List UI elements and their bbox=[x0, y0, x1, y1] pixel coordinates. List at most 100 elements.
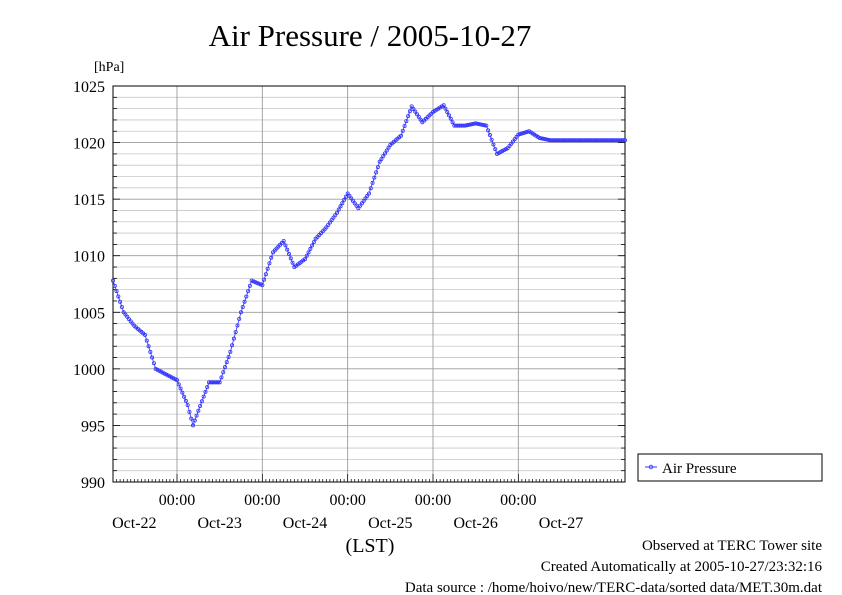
data-point bbox=[464, 123, 469, 128]
data-point bbox=[544, 137, 549, 142]
data-point bbox=[525, 129, 530, 134]
data-point bbox=[342, 197, 347, 202]
data-point bbox=[473, 121, 478, 126]
data-point bbox=[119, 305, 124, 310]
data-point bbox=[374, 170, 379, 175]
data-point bbox=[205, 385, 210, 390]
data-point bbox=[523, 130, 528, 135]
data-point bbox=[377, 159, 382, 164]
data-point bbox=[237, 316, 242, 321]
data-point bbox=[192, 418, 197, 423]
legend-entry-air-pressure: Air Pressure bbox=[662, 461, 737, 477]
data-point bbox=[379, 156, 384, 161]
plot-frame bbox=[112, 85, 626, 483]
data-point bbox=[222, 365, 227, 370]
data-point bbox=[370, 180, 375, 185]
data-point bbox=[215, 380, 220, 385]
minor-gridlines bbox=[113, 96, 625, 472]
data-point bbox=[201, 394, 206, 399]
data-point bbox=[443, 106, 448, 111]
data-point bbox=[288, 256, 293, 261]
data-point bbox=[231, 336, 236, 341]
data-point bbox=[441, 103, 446, 108]
y-axis-ticks: 990 995 1000 1005 1010 1015 1020 1025 bbox=[73, 79, 625, 492]
data-point bbox=[203, 389, 208, 394]
x-day-label: Oct-26 bbox=[453, 515, 497, 532]
data-point bbox=[235, 323, 240, 328]
data-point bbox=[340, 201, 345, 206]
data-point bbox=[146, 344, 151, 349]
data-point bbox=[144, 338, 149, 343]
data-point bbox=[470, 122, 475, 127]
y-tick-label: 1025 bbox=[73, 79, 105, 96]
data-point bbox=[478, 122, 483, 127]
data-point bbox=[486, 128, 491, 133]
data-point bbox=[480, 122, 485, 127]
y-tick-label: 1015 bbox=[73, 192, 105, 209]
data-point bbox=[116, 294, 121, 299]
data-point bbox=[182, 394, 187, 399]
data-point bbox=[142, 332, 147, 337]
y-tick-label: 990 bbox=[81, 475, 105, 492]
data-point bbox=[446, 113, 451, 118]
data-point bbox=[543, 137, 548, 142]
data-point bbox=[445, 110, 450, 115]
data-point bbox=[338, 204, 343, 209]
data-point bbox=[343, 194, 348, 199]
data-point bbox=[462, 123, 467, 128]
data-point bbox=[381, 154, 386, 159]
data-point bbox=[406, 114, 411, 119]
data-point bbox=[489, 137, 494, 142]
legend-marker-swatch bbox=[648, 464, 654, 470]
data-point bbox=[518, 132, 523, 137]
data-point bbox=[267, 261, 272, 266]
data-point bbox=[281, 239, 286, 244]
data-point bbox=[196, 408, 201, 413]
data-point bbox=[247, 283, 252, 288]
data-point bbox=[199, 399, 204, 404]
data-point bbox=[541, 136, 546, 141]
data-point bbox=[240, 305, 245, 310]
data-point bbox=[217, 380, 222, 385]
data-point bbox=[623, 138, 628, 143]
data-point bbox=[269, 255, 274, 260]
data-point bbox=[183, 398, 188, 403]
data-point bbox=[242, 299, 247, 304]
data-point bbox=[487, 133, 492, 138]
data-point bbox=[416, 114, 421, 119]
y-tick-label: 1005 bbox=[73, 305, 105, 322]
x-day-label: Oct-25 bbox=[368, 515, 412, 532]
data-point bbox=[368, 186, 373, 191]
y-tick-label: 1020 bbox=[73, 136, 105, 153]
data-point bbox=[372, 175, 377, 180]
data-point bbox=[112, 283, 117, 288]
data-point bbox=[475, 121, 480, 126]
data-point bbox=[384, 148, 389, 153]
data-point bbox=[176, 382, 181, 387]
data-point bbox=[265, 266, 270, 271]
data-point bbox=[413, 109, 418, 114]
data-point bbox=[468, 122, 473, 127]
data-point bbox=[244, 294, 249, 299]
data-point bbox=[539, 136, 544, 141]
data-point bbox=[260, 283, 265, 288]
data-point bbox=[174, 378, 179, 383]
data-point bbox=[185, 403, 190, 408]
data-point bbox=[180, 390, 185, 395]
data-point bbox=[414, 112, 419, 117]
data-point bbox=[336, 207, 341, 212]
data-point bbox=[150, 355, 155, 360]
data-point bbox=[466, 122, 471, 127]
data-point bbox=[407, 109, 412, 114]
data-point bbox=[151, 361, 156, 366]
data-point bbox=[221, 370, 226, 375]
data-point bbox=[621, 138, 626, 143]
y-tick-label: 1000 bbox=[73, 362, 105, 379]
data-point bbox=[304, 253, 309, 258]
data-point bbox=[493, 147, 498, 152]
data-point bbox=[194, 413, 199, 418]
x-tick-time-label: 00:00 bbox=[159, 492, 195, 509]
x-day-label: Oct-27 bbox=[539, 515, 583, 532]
